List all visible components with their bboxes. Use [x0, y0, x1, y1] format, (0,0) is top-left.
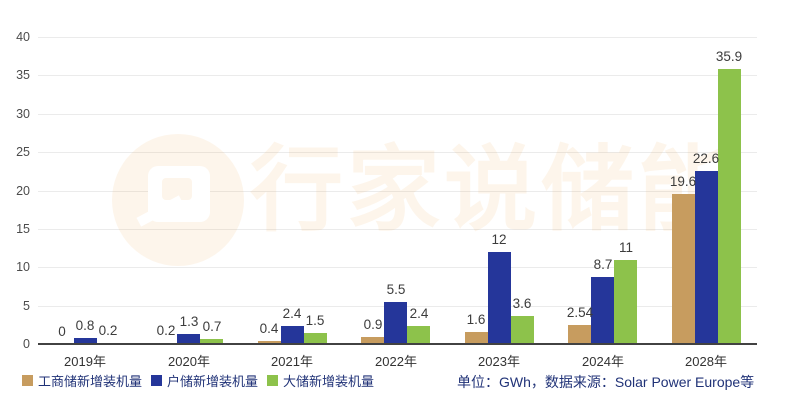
- x-category-label: 2020年: [168, 354, 210, 369]
- gridline: [38, 267, 757, 268]
- value-label: 1.3: [179, 314, 199, 329]
- x-category-label: 2021年: [271, 354, 313, 369]
- value-label: 35.9: [715, 48, 743, 64]
- y-tick-label: 20: [16, 184, 30, 198]
- value-label: 19.6: [669, 173, 697, 189]
- bar: [672, 193, 695, 344]
- bar: [511, 316, 534, 344]
- watermark-logo-icon: [148, 166, 210, 222]
- x-category-label: 2024年: [582, 354, 624, 369]
- gridline: [38, 114, 757, 115]
- bar: [200, 338, 223, 344]
- gridline: [38, 229, 757, 230]
- bar: [465, 331, 488, 344]
- value-label: 0.8: [75, 317, 95, 333]
- bar: [614, 259, 637, 344]
- gridline: [38, 152, 757, 153]
- watermark-text: 行家说储能: [250, 138, 735, 242]
- value-label: 2.4: [282, 305, 302, 321]
- value-label: 3.6: [512, 296, 532, 312]
- gridline: [38, 191, 757, 192]
- value-label: 12: [491, 231, 507, 247]
- value-label: 1.6: [466, 311, 486, 327]
- value-label: 0.7: [202, 318, 222, 334]
- x-axis-line: [38, 343, 757, 345]
- legend-marker-residential: [151, 375, 163, 386]
- value-label: 2.4: [409, 305, 429, 321]
- legend-label-commercial: 工商储新增装机量: [38, 374, 143, 389]
- y-tick-label: 40: [16, 30, 30, 44]
- bar: [281, 325, 304, 344]
- bar: [568, 324, 591, 344]
- value-label: 0.9: [363, 317, 383, 333]
- value-label: 11: [618, 239, 633, 255]
- bar: [488, 251, 511, 344]
- x-category-label: 2028年: [685, 354, 727, 369]
- bar: [304, 332, 327, 344]
- y-tick-label: 35: [16, 68, 30, 82]
- bar: [695, 170, 718, 344]
- gridline: [38, 75, 757, 76]
- y-tick-label: 0: [23, 337, 30, 351]
- legend-marker-utility: [267, 375, 279, 386]
- value-label: 0: [58, 324, 66, 339]
- value-label: 0.4: [259, 320, 279, 336]
- y-tick-label: 30: [16, 107, 30, 121]
- legend-marker-commercial: [22, 375, 33, 386]
- source-note: 单位：GWh，数据来源：Solar Power Europe等: [457, 374, 755, 390]
- bar: [177, 334, 200, 344]
- y-tick-label: 25: [16, 145, 30, 159]
- gridline: [38, 37, 757, 38]
- bar: [384, 301, 407, 344]
- bar: [74, 337, 97, 344]
- value-label: 8.7: [593, 257, 613, 273]
- value-label: 0.2: [98, 322, 118, 338]
- value-label: 1.5: [305, 312, 325, 328]
- x-category-label: 2023年: [478, 354, 520, 369]
- bar: [407, 325, 430, 344]
- value-label: 5.5: [386, 281, 406, 297]
- bar: [591, 277, 614, 344]
- x-category-label: 2019年: [64, 354, 106, 369]
- value-label: 2.54: [566, 304, 594, 320]
- legend-item-commercial-storage: 工商储新增装机量: [22, 371, 142, 390]
- y-tick-label: 10: [16, 260, 30, 274]
- value-label: 22.6: [692, 150, 720, 166]
- bar: [258, 340, 281, 344]
- legend-label-residential: 户储新增装机量: [167, 374, 259, 389]
- y-tick-label: 15: [16, 222, 30, 236]
- legend-item-utility-storage: 大储新增装机量: [267, 371, 374, 390]
- legend-item-residential-storage: 户储新增装机量: [151, 371, 258, 390]
- bar: [718, 68, 741, 344]
- legend-label-utility: 大储新增装机量: [283, 374, 375, 389]
- x-category-label: 2022年: [375, 354, 417, 369]
- bar: [361, 337, 384, 344]
- value-label: 0.2: [156, 322, 176, 338]
- legend: 工商储新增装机量 户储新增装机量 大储新增装机量: [22, 371, 374, 390]
- y-tick-label: 5: [23, 299, 30, 313]
- watermark-logo-circle: [112, 134, 244, 266]
